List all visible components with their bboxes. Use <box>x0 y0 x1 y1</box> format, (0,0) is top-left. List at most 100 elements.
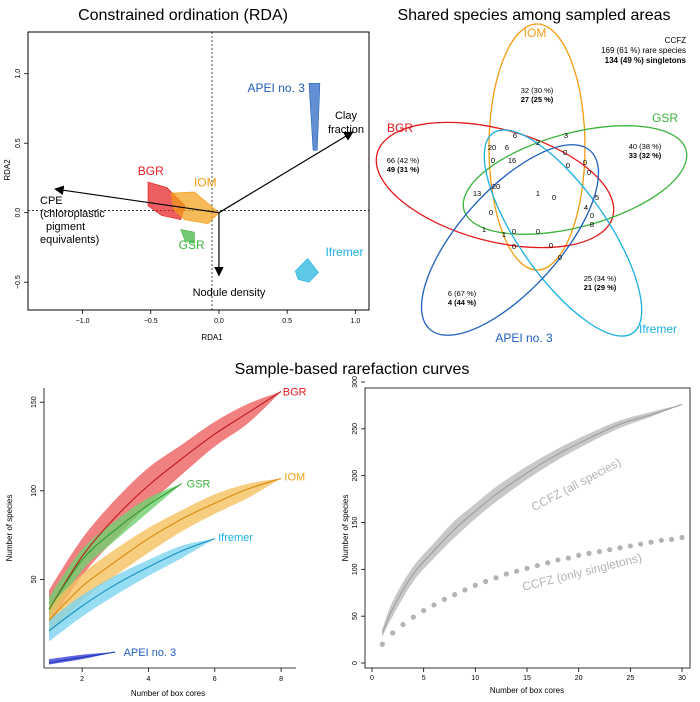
rl-xtick-label: 4 <box>146 676 150 683</box>
rr-point-singletons <box>638 541 644 547</box>
rl-ytick-label: 50 <box>31 575 38 583</box>
venn-intersection-count: 2 <box>536 138 540 147</box>
venn-intersection-count: 0 <box>536 227 540 236</box>
rl-line-ifremer <box>48 538 215 632</box>
rr-xtick-label: 30 <box>678 675 686 682</box>
venn-intersection-count: 8 <box>590 220 594 229</box>
rr-point-singletons <box>534 562 540 569</box>
rl-xlabel: Number of box cores <box>131 689 205 698</box>
venn-label-gsr: GSR <box>652 111 678 125</box>
rr-xtick-label: 5 <box>422 675 426 682</box>
rr-xtick-label: 15 <box>523 675 531 682</box>
venn-intersection-count: 5 <box>595 193 599 202</box>
venn-intersection-count: 0 <box>489 208 493 217</box>
venn-gsr-singletons: 33 (32 %) <box>629 151 662 160</box>
rl-xtick-label: 2 <box>80 676 84 683</box>
venn-intersection-count: 0 <box>512 227 516 236</box>
rl-line-iom <box>48 477 282 621</box>
venn-label-apei: APEI no. 3 <box>495 331 553 345</box>
rr-point-singletons <box>503 571 509 577</box>
rr-xtick-label: 25 <box>626 675 634 682</box>
venn-diagram: IOM BGR GSR Ifremer APEI no. 3 CCFZ 169 … <box>375 23 688 345</box>
rda-xtick-label: 0.0 <box>214 318 224 325</box>
rr-xtick-label: 20 <box>575 675 583 682</box>
rr-point-singletons <box>627 543 633 549</box>
rl-line-apei-no-3 <box>48 651 116 664</box>
rr-label-singletons: CCFZ (only singletons) <box>521 550 643 593</box>
rda-ytick-label: 0.5 <box>15 138 22 148</box>
venn-intersection-count: 0 <box>566 161 570 170</box>
rda-title: Constrained ordination (RDA) <box>78 7 288 24</box>
venn-intersection-count: 0 <box>563 148 567 157</box>
venn-note-line3: 134 (49 %) singletons <box>605 56 687 65</box>
rda-xtick-label: −0.5 <box>144 318 158 325</box>
rda-ytick-label: 1.0 <box>15 69 22 79</box>
venn-intersection-count: 1 <box>482 225 486 234</box>
rr-frame <box>364 387 691 669</box>
rda-xtick-label: −1.0 <box>76 318 90 325</box>
rr-point-singletons <box>607 547 613 553</box>
rda-xtick-label: 0.5 <box>282 318 292 325</box>
rr-line-all-species <box>381 404 683 634</box>
venn-intersection-count: 1 <box>536 189 540 198</box>
rr-xtick-label: 0 <box>370 675 374 682</box>
rl-label-bgr: BGR <box>283 387 307 399</box>
venn-intersection-count: 0 <box>558 253 562 262</box>
rda-hull-ifremer <box>294 258 319 283</box>
venn-intersection-count: 1 <box>502 230 506 239</box>
rda-label-bgr: BGR <box>138 164 164 178</box>
rr-point-singletons <box>379 641 385 647</box>
venn-title: Shared species among sampled areas <box>397 7 670 24</box>
rl-xtick-label: 6 <box>213 676 217 683</box>
rda-arrow-clay <box>218 131 354 214</box>
rl-label-gsr: GSR <box>187 479 211 491</box>
venn-intersection-count: 20 <box>492 182 500 191</box>
rr-ytick-label: 300 <box>352 376 359 388</box>
rda-arrow-label-cpe: CPE (chloroplastic pigment equivalents) <box>40 195 105 246</box>
venn-intersection-count: 0 <box>590 211 594 220</box>
venn-ifremer-singletons: 21 (29 %) <box>584 283 617 292</box>
rr-point-singletons <box>493 575 499 581</box>
venn-intersection-count: 0 <box>491 156 495 165</box>
venn-iom-count: 32 (30 %) <box>521 86 554 95</box>
venn-intersection-count: 13 <box>473 189 481 198</box>
rda-hull-apei-no-3 <box>308 83 321 151</box>
venn-note-line2: 169 (61 %) rare species <box>601 46 686 55</box>
venn-ellipse-ifremer <box>483 129 643 337</box>
rr-band-all-species <box>382 404 682 637</box>
rr-point-singletons <box>452 592 458 598</box>
rl-ytick-label: 100 <box>31 485 38 497</box>
rda-label-gsr: GSR <box>179 238 205 252</box>
rr-ytick-label: 200 <box>352 470 359 482</box>
venn-intersection-count: 0 <box>549 241 553 250</box>
venn-intersection-count: 0 <box>512 242 516 251</box>
rda-label-apei-no-3: APEI no. 3 <box>248 81 306 95</box>
venn-note-line1: CCFZ <box>665 36 686 45</box>
rr-point-singletons <box>441 596 447 602</box>
rr-point-singletons <box>576 552 582 558</box>
venn-ellipse-gsr <box>462 125 688 235</box>
rda-label-ifremer: Ifremer <box>325 245 363 259</box>
rda-arrow-cpe <box>54 185 220 214</box>
venn-intersection-count: 0 <box>583 158 587 167</box>
rr-ylabel: Number of species <box>341 495 350 562</box>
rl-label-apei-no-3: APEI no. 3 <box>124 647 177 659</box>
rda-frame <box>27 31 370 311</box>
rda-ylabel: RDA2 <box>3 159 12 181</box>
rr-point-singletons <box>545 560 551 566</box>
rl-line-bgr <box>48 391 282 610</box>
rr-point-singletons <box>431 602 437 608</box>
rr-point-singletons <box>596 548 602 555</box>
rarefaction-title: Sample-based rarefaction curves <box>235 361 470 378</box>
rr-point-singletons <box>462 587 468 593</box>
rl-xtick-label: 8 <box>279 676 283 683</box>
rda-label-iom: IOM <box>194 175 217 189</box>
rr-point-singletons <box>648 539 654 545</box>
rl-label-ifremer: Ifremer <box>218 532 253 544</box>
rr-ytick-label: 100 <box>352 563 359 575</box>
venn-label-iom: IOM <box>524 26 547 40</box>
venn-iom-singletons: 27 (25 %) <box>521 95 554 104</box>
rr-point-singletons <box>658 537 664 543</box>
rda-ytick-label: −0.5 <box>15 275 22 289</box>
